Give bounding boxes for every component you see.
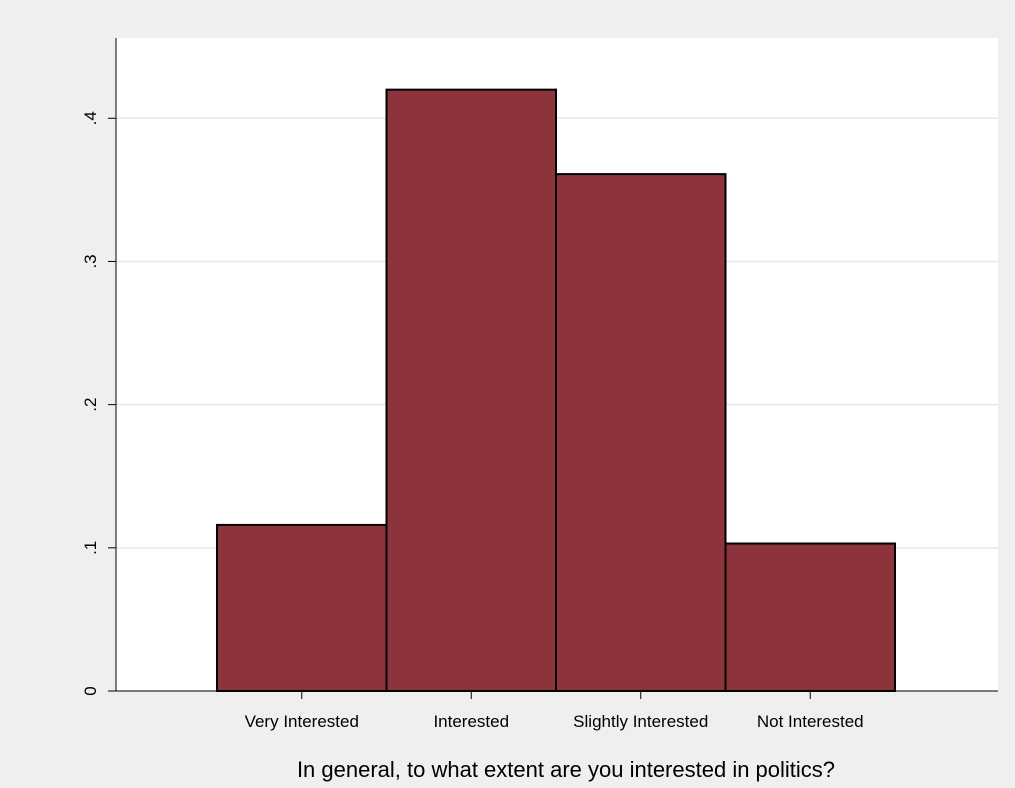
x-axis-ticks: Very Interested Interested Slightly Intere… — [245, 691, 864, 731]
y-tick-label: .1 — [81, 541, 100, 555]
bar — [385, 88, 557, 693]
bar — [555, 173, 727, 692]
y-tick-label: .4 — [81, 111, 100, 125]
y-tick-label: .2 — [81, 398, 100, 412]
axes — [115, 38, 998, 692]
y-tick-label: .3 — [81, 254, 100, 268]
bar — [724, 542, 896, 692]
x-tick-label: Slightly Interested — [573, 712, 708, 731]
x-tick-label: Very Interested — [245, 712, 359, 731]
x-tick-label: Interested — [433, 712, 509, 731]
bar — [216, 523, 388, 693]
y-axis-ticks: 0 .1 .2 .3 .4 — [81, 111, 116, 696]
x-tick-label: Not Interested — [757, 712, 864, 731]
y-tick-label: 0 — [81, 686, 100, 695]
x-axis-title: In general, to what extent are you inter… — [297, 757, 835, 782]
